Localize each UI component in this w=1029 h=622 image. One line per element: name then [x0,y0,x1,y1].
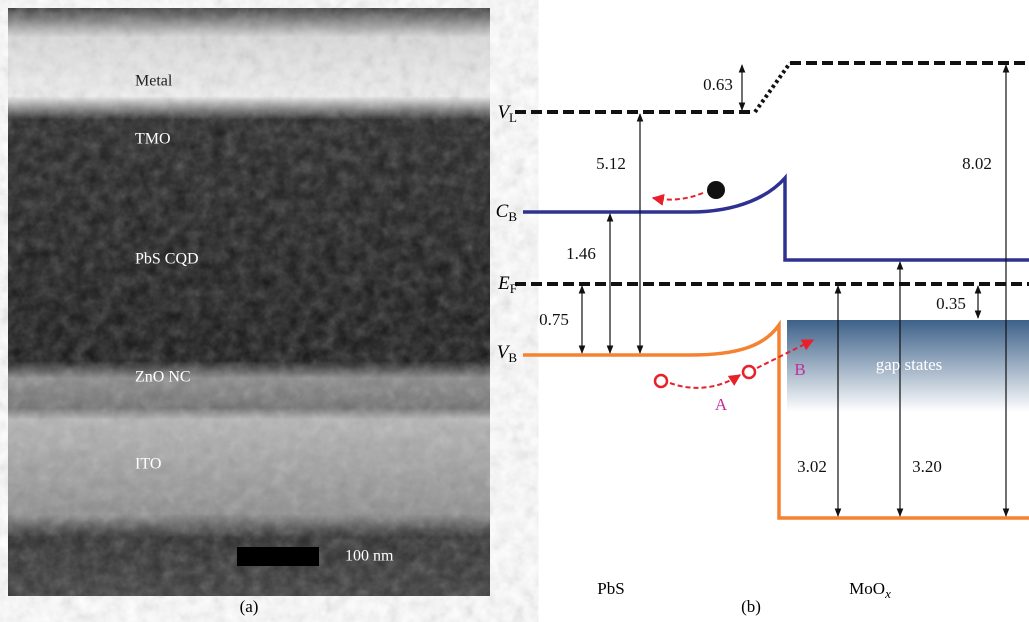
energy-values: 0.63 5.12 1.46 0.75 8.02 0.35 3.02 3.20 [539,75,992,476]
energy-label: 8.02 [962,154,992,173]
level-label: VB [497,342,518,365]
band-diagram [515,63,1029,518]
material-label: PbS [597,579,624,598]
gap-states-label: gap states [876,355,943,374]
layer-label: Metal [135,73,173,90]
energy-label: 0.63 [703,75,733,94]
energy-label: 3.20 [912,457,942,476]
material-label: MoOx [849,579,891,601]
layer-label: PbS CQD [135,251,199,268]
scale-bar-label: 100 nm [345,548,394,565]
level-labels: VL CB EF VB [496,102,518,365]
process-label: B [794,360,805,379]
level-label: VL [497,102,517,125]
level-label: CB [496,201,518,224]
layer-label: TMO [135,131,171,148]
energy-label: 5.12 [596,154,626,173]
energy-label: 0.75 [539,310,569,329]
panel-caption: (b) [741,597,761,616]
sem-image: Metal TMO PbS CQD ZnO NC ITO 100 nm [8,8,490,596]
energy-label: 3.02 [797,457,827,476]
layer-label: ITO [135,456,161,473]
layer-label: ZnO NC [135,369,191,386]
process-label: A [715,395,728,414]
energy-label: 1.46 [566,244,596,263]
figure: Metal TMO PbS CQD ZnO NC ITO 100 nm (a) … [0,0,1029,622]
level-label: EF [497,273,517,296]
energy-label: 0.35 [936,294,966,313]
panel-caption: (a) [240,597,259,616]
